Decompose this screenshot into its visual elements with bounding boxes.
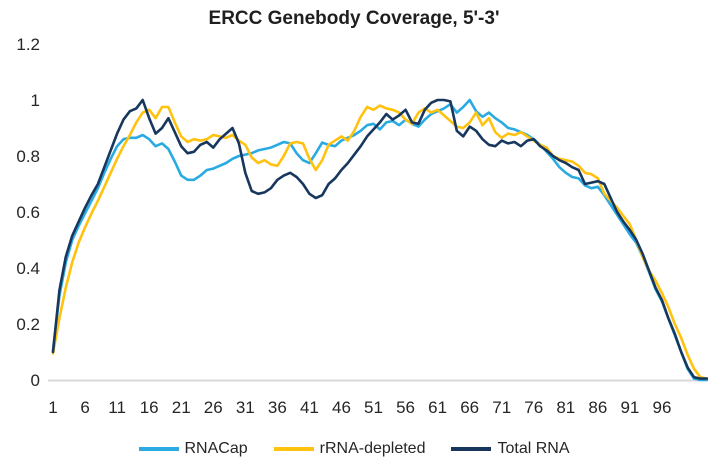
x-tick-label: 6 — [80, 398, 89, 417]
y-tick-label: 1.2 — [16, 35, 40, 54]
y-tick-label: 0.8 — [16, 147, 40, 166]
chart-title: ERCC Genebody Coverage, 5'-3' — [208, 8, 500, 29]
x-tick-label: 16 — [140, 398, 159, 417]
x-tick-label: 31 — [236, 398, 255, 417]
x-tick-label: 26 — [204, 398, 223, 417]
legend: RNACap rRNA-depleted Total RNA — [0, 440, 708, 458]
series-line-total-rna — [51, 98, 708, 380]
x-tick-label: 61 — [428, 398, 447, 417]
x-tick-label: 91 — [620, 398, 639, 417]
legend-item-total-rna: Total RNA — [451, 440, 570, 458]
y-tick-label: 0.2 — [16, 315, 40, 334]
y-tick-label: 1 — [31, 91, 40, 110]
legend-swatch-total-rna — [451, 447, 492, 451]
x-tick-label: 11 — [108, 398, 126, 417]
x-tick-label: 96 — [652, 398, 671, 417]
y-tick-label: 0.6 — [16, 203, 40, 222]
x-tick-label: 66 — [460, 398, 479, 417]
y-tick-label: 0.4 — [16, 259, 40, 278]
legend-swatch-rrna-depleted — [273, 447, 314, 451]
series-line-rnacap — [51, 98, 708, 382]
x-tick-label: 21 — [172, 398, 191, 417]
legend-label-rnacap: RNACap — [184, 440, 248, 457]
x-tick-label: 51 — [364, 398, 383, 417]
legend-label-rrna-depleted: rRNA-depleted — [319, 440, 426, 457]
x-tick-label: 46 — [332, 398, 351, 417]
x-tick-label: 86 — [588, 398, 607, 417]
legend-swatch-rnacap — [138, 447, 179, 451]
x-tick-label: 71 — [492, 398, 511, 417]
x-tick-label: 41 — [300, 398, 319, 417]
legend-label-total-rna: Total RNA — [497, 440, 570, 457]
x-tick-label: 56 — [396, 398, 415, 417]
series-line-rrna-depleted — [51, 104, 708, 380]
x-tick-label: 1 — [48, 398, 57, 417]
legend-item-rnacap: RNACap — [138, 440, 248, 458]
x-tick-label: 36 — [268, 398, 287, 417]
y-tick-label: 0 — [31, 371, 40, 390]
x-tick-label: 81 — [556, 398, 575, 417]
x-tick-label: 76 — [524, 398, 543, 417]
legend-item-rrna-depleted: rRNA-depleted — [273, 440, 426, 458]
